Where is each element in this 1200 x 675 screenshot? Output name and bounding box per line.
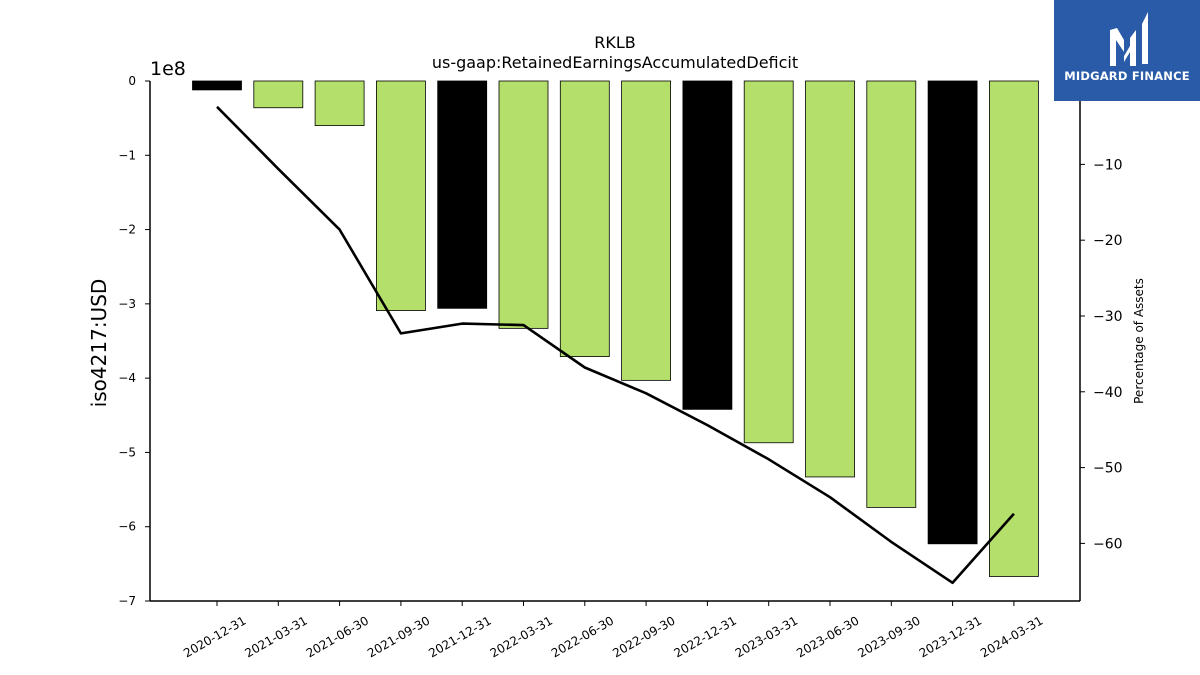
y-tick-label: −3 [118,297,136,311]
bar [314,80,365,126]
y-tick-label: −2 [118,223,136,237]
x-tick-label: 2022-06-30 [549,613,616,660]
bar [621,80,671,381]
line-layer [216,105,1015,585]
bars-layer [192,80,1039,577]
bar [682,80,733,410]
bar [927,80,978,545]
x-tick-label: 2023-12-31 [917,613,984,660]
chart-subtitle: us-gaap:RetainedEarningsAccumulatedDefic… [432,53,798,72]
x-tick-label: 2022-03-31 [488,613,555,660]
x-tick-label: 2023-09-30 [855,613,922,660]
bar [498,80,549,329]
bar [743,80,794,444]
x-tick-label: 2022-09-30 [610,613,677,660]
x-tick-label: 2021-09-30 [365,613,432,660]
x-tick-label: 2021-12-31 [426,613,493,660]
y-tick-label: 0 [128,74,136,88]
y2-tick-label: −20 [1093,233,1123,249]
y-offset-label: 1e8 [150,58,186,80]
bar [375,80,426,311]
midgard-m-logo-icon [1110,12,1148,66]
y2-tick-label: −30 [1093,309,1123,325]
y2-tick-label: −10 [1093,157,1123,173]
brand-logo: MIDGARD FINANCE [1054,0,1200,101]
bar [253,80,304,109]
y2-axis-label: Percentage of Assets [1132,278,1146,404]
x-tick-label: 2021-06-30 [304,613,371,660]
bar [805,80,855,478]
x-tick-label: 2020-12-31 [181,613,248,660]
bar [559,80,610,358]
x-tick-label: 2024-03-31 [978,613,1045,660]
bar [989,80,1039,577]
bar [437,80,488,309]
bar [192,80,242,91]
chart-title: RKLB [594,33,636,52]
y-tick-label: −7 [118,594,136,608]
y-axis-label: iso4217:USD [87,279,111,408]
y-tick-label: −1 [118,148,136,162]
x-tick-label: 2023-06-30 [794,613,861,660]
brand-name: MIDGARD FINANCE [1064,69,1190,83]
x-tick-label: 2023-03-31 [733,613,800,660]
x-tick-label: 2021-03-31 [242,613,309,660]
y2-tick-label: −40 [1093,385,1123,401]
bar [866,80,917,508]
x-tick-label: 2022-12-31 [671,613,738,660]
y-tick-label: −5 [118,445,136,459]
percentage-line [216,105,1015,585]
y2-tick-label: −60 [1093,536,1123,552]
y-tick-label: −4 [118,371,136,385]
y2-tick-label: −50 [1093,461,1123,477]
y-tick-label: −6 [118,520,136,534]
